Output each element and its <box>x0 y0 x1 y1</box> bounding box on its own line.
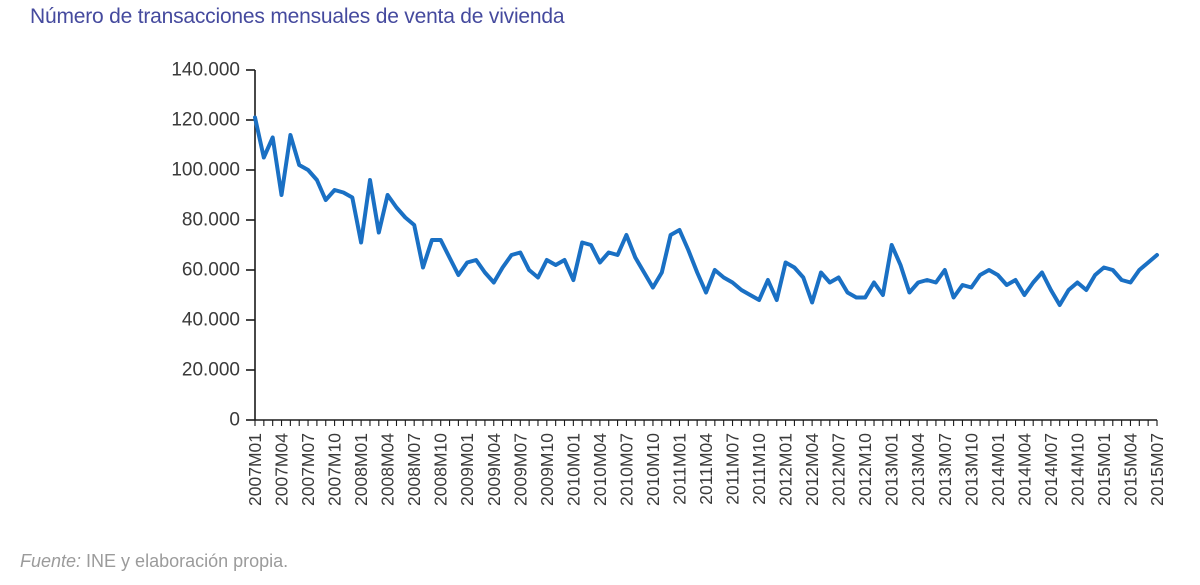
x-tick-label: 2010M10 <box>643 433 663 506</box>
y-tick-label: 0 <box>229 410 240 431</box>
y-tick-label: 40.000 <box>182 310 240 331</box>
x-tick-label: 2010M04 <box>590 433 610 506</box>
x-tick-label: 2014M10 <box>1067 433 1087 506</box>
y-tick-label: 120.000 <box>171 110 240 131</box>
x-tick-label: 2011M01 <box>669 433 689 505</box>
x-tick-label: 2008M10 <box>431 433 451 506</box>
source-note: Fuente: INE y elaboración propia. <box>20 551 288 572</box>
x-tick-label: 2010M07 <box>616 433 636 506</box>
x-tick-label: 2015M01 <box>1094 433 1114 506</box>
x-tick-label: 2013M04 <box>908 433 928 506</box>
x-tick-label: 2012M04 <box>802 433 822 506</box>
y-tick-label: 60.000 <box>182 260 240 281</box>
x-tick-label: 2012M01 <box>776 433 796 506</box>
x-tick-label: 2015M04 <box>1120 433 1140 506</box>
chart-title: Número de transacciones mensuales de ven… <box>30 5 565 28</box>
x-tick-label: 2009M01 <box>457 433 477 506</box>
x-tick-label: 2012M10 <box>855 433 875 506</box>
x-tick-label: 2014M04 <box>1014 433 1034 506</box>
x-axis: 2007M01 2007M04 2007M07 2007M10 2008M01 2008M… <box>245 419 1167 506</box>
x-tick-label: 2011M07 <box>723 433 743 505</box>
x-tick-label: 2007M01 <box>245 433 265 506</box>
x-tick-label: 2015M07 <box>1147 433 1167 506</box>
y-tick-label: 20.000 <box>182 360 240 381</box>
x-tick-label: 2013M07 <box>935 433 955 506</box>
source-label: Fuente: <box>20 551 82 571</box>
x-tick-label: 2011M04 <box>696 433 716 505</box>
y-tick-label: 100.000 <box>171 160 240 181</box>
x-tick-label: 2007M10 <box>325 433 345 506</box>
x-tick-label: 2007M04 <box>272 433 292 506</box>
x-tick-label: 2008M07 <box>404 433 424 506</box>
y-tick-label: 80.000 <box>182 210 240 231</box>
y-axis: 0 20.000 40.000 60.000 80.000 100.000 120.000 1… <box>171 60 256 431</box>
x-tick-label: 2008M01 <box>351 433 371 506</box>
x-tick-label: 2008M04 <box>378 433 398 506</box>
x-tick-label: 2011M10 <box>749 433 769 505</box>
x-tick-label: 2010M01 <box>563 433 583 506</box>
x-tick-label: 2014M01 <box>988 433 1008 506</box>
x-tick-label: 2009M07 <box>510 433 530 506</box>
x-tick-label: 2013M10 <box>961 433 981 506</box>
x-tick-label: 2013M01 <box>882 433 902 506</box>
x-tick-label: 2012M07 <box>829 433 849 506</box>
transactions-line-chart: 0 20.000 40.000 60.000 80.000 100.000 120.000 1… <box>171 60 1167 506</box>
y-tick-label: 140.000 <box>171 60 240 81</box>
x-tick-label: 2009M10 <box>537 433 557 506</box>
data-line-series <box>253 115 1159 307</box>
x-tick-label: 2014M07 <box>1041 433 1061 506</box>
source-text: INE y elaboración propia. <box>81 551 289 571</box>
x-tick-label: 2007M07 <box>298 433 318 506</box>
x-tick-label: 2009M04 <box>484 433 504 506</box>
